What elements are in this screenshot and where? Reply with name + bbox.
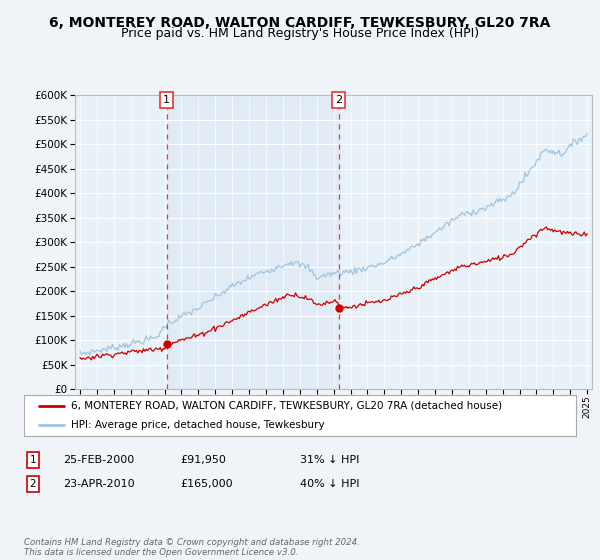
Bar [167,95,338,389]
Text: 25-FEB-2000: 25-FEB-2000 [63,455,134,465]
Text: Contains HM Land Registry data © Crown copyright and database right 2024.
This d: Contains HM Land Registry data © Crown c… [24,538,360,557]
Text: 6, MONTEREY ROAD, WALTON CARDIFF, TEWKESBURY, GL20 7RA (detached house): 6, MONTEREY ROAD, WALTON CARDIFF, TEWKES… [71,401,502,411]
Text: 2: 2 [335,95,342,105]
Text: Price paid vs. HM Land Registry's House Price Index (HPI): Price paid vs. HM Land Registry's House … [121,27,479,40]
Text: 2: 2 [29,479,37,489]
Text: 6, MONTEREY ROAD, WALTON CARDIFF, TEWKESBURY, GL20 7RA: 6, MONTEREY ROAD, WALTON CARDIFF, TEWKES… [49,16,551,30]
Text: £165,000: £165,000 [180,479,233,489]
Text: 31% ↓ HPI: 31% ↓ HPI [300,455,359,465]
Text: 1: 1 [29,455,37,465]
Text: 40% ↓ HPI: 40% ↓ HPI [300,479,359,489]
Text: £91,950: £91,950 [180,455,226,465]
Text: 23-APR-2010: 23-APR-2010 [63,479,134,489]
Text: HPI: Average price, detached house, Tewkesbury: HPI: Average price, detached house, Tewk… [71,421,325,431]
Text: 1: 1 [163,95,170,105]
